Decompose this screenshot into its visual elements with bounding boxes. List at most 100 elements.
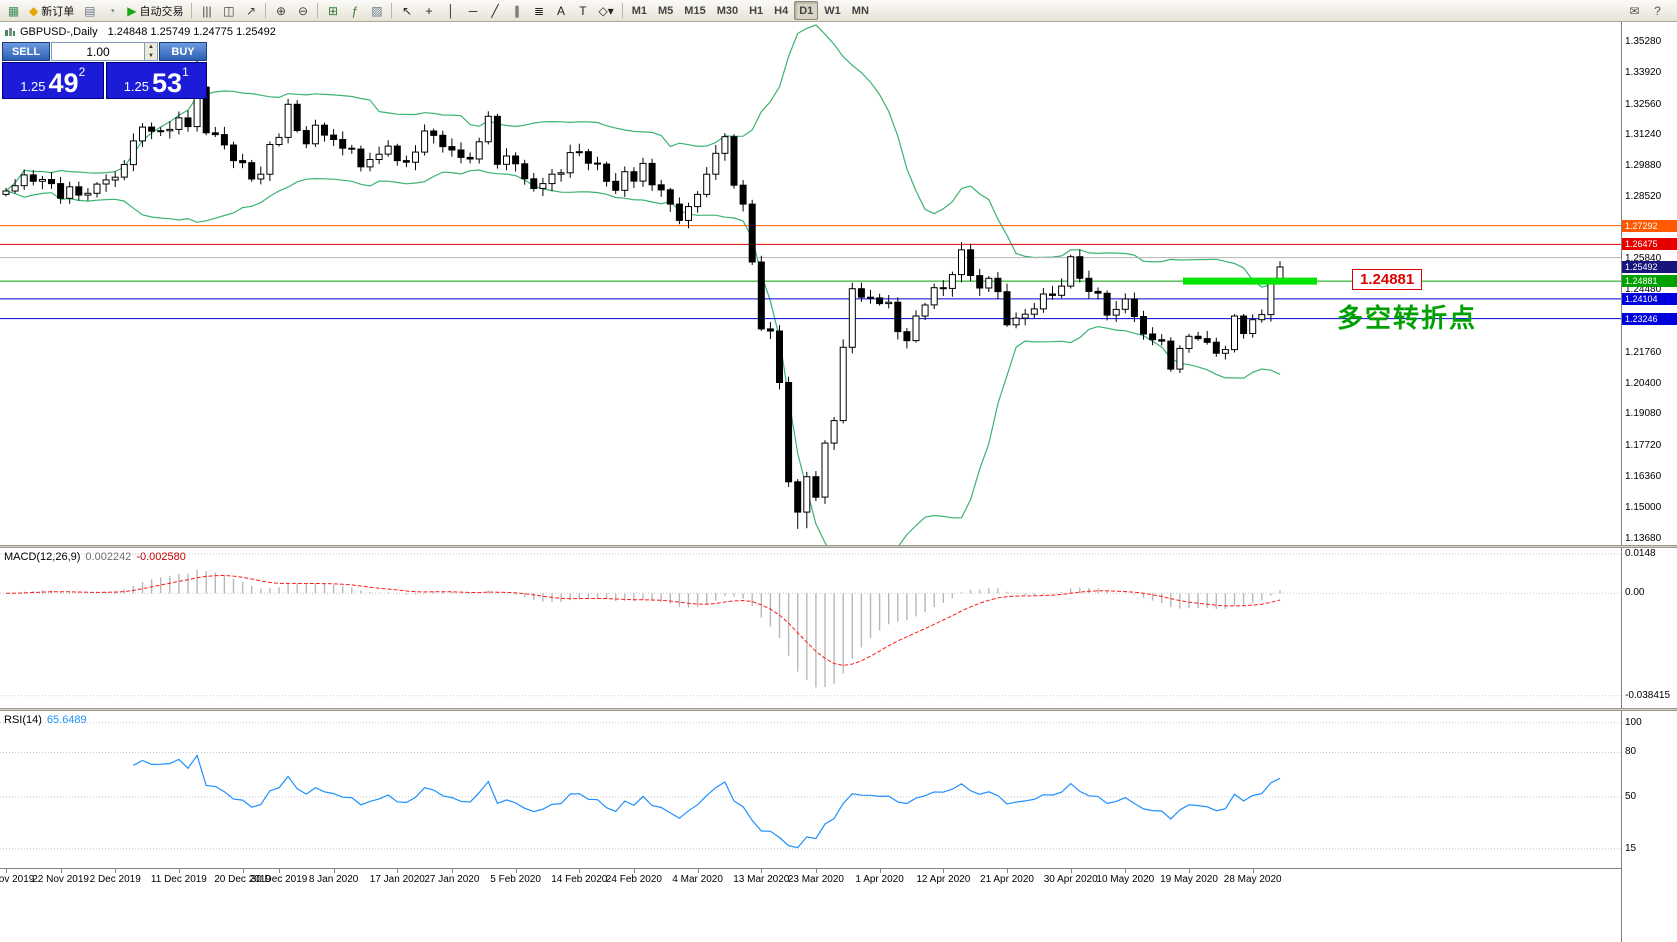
macd-signal-line — [5, 574, 1281, 666]
bollinger-lower-band — [5, 169, 1281, 545]
templates-icon: ▨ — [371, 3, 383, 18]
price-scale-label: 1.21760 — [1625, 346, 1662, 358]
community-button[interactable]: ✉ — [1624, 1, 1645, 20]
date-label: 5 Feb 2020 — [490, 874, 541, 885]
price-annotation-box[interactable]: 1.24881 — [1352, 269, 1423, 290]
rsi-pane[interactable] — [0, 711, 1621, 868]
timeframe-m5-button[interactable]: M5 — [658, 4, 674, 17]
chart-title: GBPUSD-,Daily 1.24848 1.25749 1.24775 1.… — [4, 26, 276, 38]
chart-candles-icon: ▦ — [7, 3, 20, 18]
toolbar-separator — [265, 3, 267, 18]
date-label: 11 Dec 2019 — [150, 874, 207, 885]
zoom-in-icon: ⊕ — [275, 3, 286, 18]
date-tick — [178, 869, 180, 873]
timeframe-d1-button[interactable]: D1 — [794, 1, 819, 20]
macd-pane[interactable] — [0, 548, 1621, 708]
price-scale-label: 1.33920 — [1625, 67, 1662, 79]
label-button[interactable]: T — [572, 1, 593, 20]
line-chart-button[interactable]: ↗ — [240, 1, 261, 20]
date-tick — [633, 869, 635, 873]
zoom-out-button[interactable]: ⊖ — [292, 1, 313, 20]
fibonacci-button[interactable]: ≣ — [528, 1, 549, 20]
volume-down-button[interactable]: ▼ — [145, 51, 157, 60]
shapes-button[interactable]: ◇▾ — [594, 1, 617, 20]
date-tick — [60, 869, 62, 873]
rsi-scale-label: 100 — [1625, 716, 1642, 728]
volume-input[interactable] — [52, 43, 144, 60]
date-label: 2 Dec 2019 — [89, 874, 141, 885]
macd-scale-label: 0.00 — [1625, 587, 1645, 599]
channel-icon: ∥ — [513, 3, 520, 18]
date-label: 12 Apr 2020 — [916, 874, 971, 885]
date-tick — [515, 869, 517, 873]
pane-splitter[interactable] — [0, 545, 1677, 548]
new-chart-button[interactable]: ▦ — [3, 1, 24, 20]
date-tick — [943, 869, 945, 873]
shapes-icon: ◇▾ — [598, 3, 614, 18]
price-scale-label: 1.25840 — [1625, 253, 1662, 264]
text-button[interactable]: A — [550, 1, 571, 20]
timeframe-mn-button[interactable]: MN — [851, 4, 869, 17]
date-tick — [579, 869, 581, 873]
new-order-button[interactable]: ◆ 新订单 — [25, 1, 78, 20]
volume-up-button[interactable]: ▲ — [145, 43, 157, 52]
date-tick — [761, 869, 763, 873]
rsi-line — [133, 754, 1281, 849]
date-label: 23 Mar 2020 — [787, 874, 844, 885]
indicators-button[interactable]: ƒ — [344, 1, 365, 20]
buy-price-panel[interactable]: 1.25 53 1 — [105, 62, 207, 99]
price-scale-label: 1.29880 — [1625, 160, 1662, 172]
bars-chart-button[interactable]: ||| — [196, 1, 217, 20]
crosshair-button[interactable]: + — [418, 1, 439, 20]
price-scale-label: 1.15000 — [1625, 502, 1662, 514]
vertical-line-icon: │ — [447, 3, 455, 18]
date-tick — [879, 869, 881, 873]
price-scale-label: 1.13680 — [1625, 532, 1662, 544]
rsi-indicator-label: RSI(14) 65.6489 — [4, 714, 87, 726]
trendline-button[interactable]: ╱ — [484, 1, 505, 20]
channel-button[interactable]: ∥ — [506, 1, 527, 20]
turning-point-note[interactable]: 多空转折点 — [1337, 303, 1478, 333]
tile-windows-button[interactable]: ⊞ — [322, 1, 343, 20]
pane-splitter[interactable] — [0, 708, 1677, 711]
help-icon: ? — [1654, 3, 1661, 18]
timeframe-m15-button[interactable]: M15 — [684, 4, 706, 17]
sell-button[interactable]: SELL — [2, 42, 50, 61]
rsi-scale-label: 15 — [1625, 842, 1637, 854]
line-chart-icon: ↗ — [245, 3, 256, 18]
cursor-button[interactable]: ↖ — [396, 1, 417, 20]
mail-icon: ✉ — [1629, 3, 1640, 18]
timeframe-h1-button[interactable]: H1 — [749, 4, 764, 17]
main-chart-pane[interactable] — [0, 22, 1621, 545]
date-label: 24 Feb 2020 — [605, 874, 662, 885]
candles-chart-icon: ◫ — [223, 3, 235, 18]
buy-button[interactable]: BUY — [159, 42, 207, 61]
timeframe-h4-button[interactable]: H4 — [774, 4, 789, 17]
sell-price-panel[interactable]: 1.25 49 2 — [2, 62, 104, 99]
date-tick — [1070, 869, 1072, 873]
autotrading-button[interactable]: ▶ 自动交易 — [123, 1, 187, 20]
timeframe-m30-button[interactable]: M30 — [716, 4, 739, 17]
price-scale[interactable] — [1621, 22, 1677, 942]
help-button[interactable]: ? — [1647, 1, 1668, 20]
toolbar-separator — [191, 3, 193, 18]
vertical-line-button[interactable]: │ — [440, 1, 461, 20]
refresh-button[interactable]: ◔ — [101, 1, 122, 20]
timeframe-w1-button[interactable]: W1 — [824, 4, 841, 17]
date-label: 30 Apr 2020 — [1043, 874, 1098, 885]
date-tick — [1007, 869, 1008, 873]
templates-button[interactable]: ▨ — [366, 1, 387, 20]
market-watch-button[interactable]: ▤ — [79, 1, 100, 20]
bollinger-upper-band — [5, 24, 1281, 288]
candles-chart-button[interactable]: ◫ — [218, 1, 239, 20]
play-icon: ▶ — [127, 3, 137, 18]
price-level-tag: 1.24104 — [1622, 292, 1677, 305]
timeframe-m1-button[interactable]: M1 — [631, 4, 648, 17]
horizontal-line-button[interactable]: ─ — [462, 1, 483, 20]
autotrading-button-label: 自动交易 — [139, 5, 184, 18]
date-tick — [697, 869, 699, 873]
zoom-in-button[interactable]: ⊕ — [270, 1, 291, 20]
trendline-icon: ╱ — [491, 3, 499, 18]
price-scale-label: 1.35280 — [1625, 36, 1662, 47]
